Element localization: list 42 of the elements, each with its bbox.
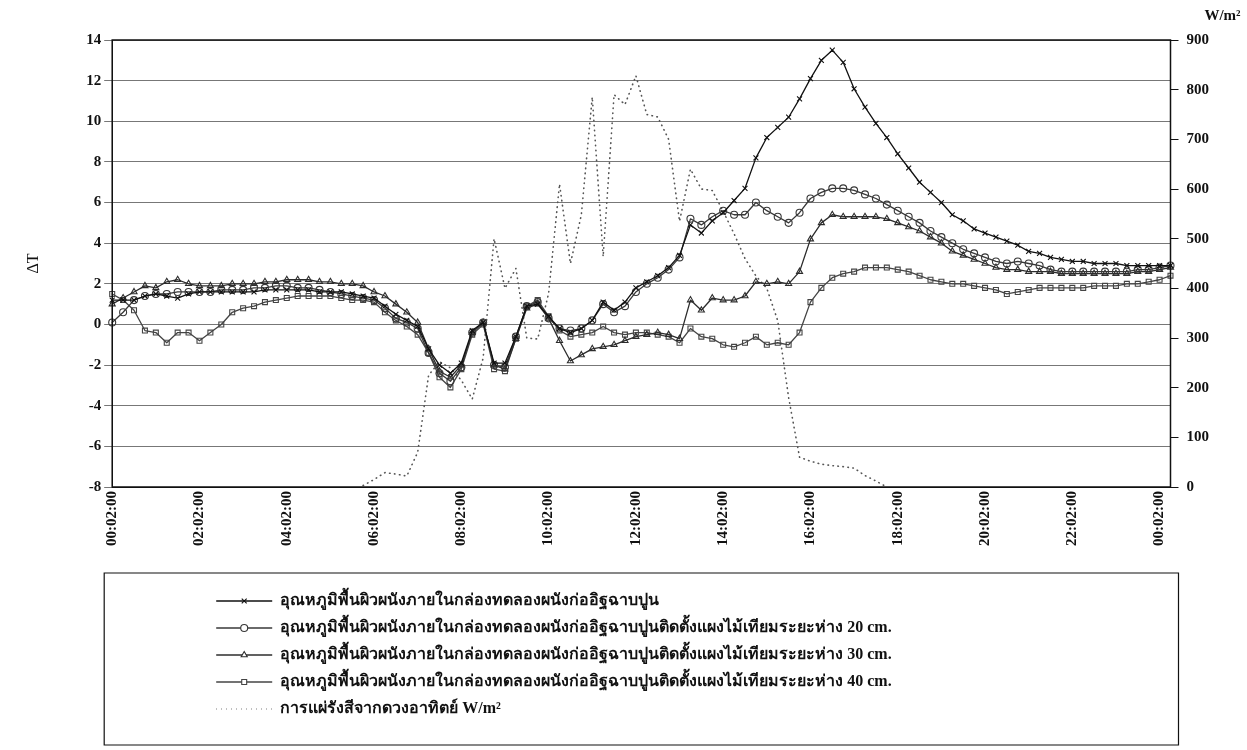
x-tick-label: 12:02:00 [626,491,643,547]
y2-tick-label: 500 [1186,229,1209,246]
legend-label: อุณหภูมิพื้นผิวผนังภายในกล่องทดลองผนังก่ออิฐฉาบปูน [280,587,660,612]
y2-axis-title: W/m² [1204,7,1242,23]
x-tick-label: 02:02:00 [190,491,207,547]
x-tick-label: 06:02:00 [364,491,381,547]
y-tick-label: 0 [93,315,102,332]
x-tick-label: 22:02:00 [1063,491,1080,547]
y-tick-label: 12 [86,71,102,88]
y2-tick-label: 300 [1186,328,1209,345]
y2-tick-label: 900 [1186,30,1209,47]
x-tick-label: 14:02:00 [714,491,731,547]
y2-tick-label: 800 [1186,80,1209,97]
y2-tick-label: 0 [1186,477,1194,494]
x-tick-label: 04:02:00 [277,491,294,547]
y-tick-label: 6 [93,193,102,210]
legend-label: อุณหภูมิพื้นผิวผนังภายในกล่องทดลองผนังก่ออิฐฉาบปูนติดตั้งแผงไม้เทียมระยะห่าง 30 cm. [280,641,892,666]
y-tick-label: 2 [93,274,102,291]
x-tick-label: 00:02:00 [1150,491,1167,547]
legend-label: อุณหภูมิพื้นผิวผนังภายในกล่องทดลองผนังก่ออิฐฉาบปูนติดตั้งแผงไม้เทียมระยะห่าง 40 cm. [280,668,892,693]
y-tick-label: 10 [86,112,102,129]
y2-tick-label: 700 [1186,130,1209,147]
y-tick-label: 14 [86,30,102,47]
y2-tick-label: 100 [1186,428,1209,445]
x-tick-label: 18:02:00 [888,491,905,547]
x-tick-label: 00:02:00 [103,491,120,547]
y-tick-label: -6 [88,437,102,454]
y-tick-label: -4 [88,396,102,413]
x-tick-label: 10:02:00 [539,491,556,547]
x-tick-label: 20:02:00 [975,491,992,547]
y-tick-label: -2 [88,355,102,372]
y-tick-label: 8 [93,152,102,169]
y-tick-label: 4 [93,234,102,251]
y-axis-title: ΔT [23,253,41,274]
x-tick-label: 08:02:00 [452,491,469,547]
y2-tick-label: 400 [1186,279,1209,296]
legend-label: อุณหภูมิพื้นผิวผนังภายในกล่องทดลองผนังก่ออิฐฉาบปูนติดตั้งแผงไม้เทียมระยะห่าง 20 cm. [280,614,892,639]
y-tick-label: -8 [88,477,102,494]
legend-label: การแผ่รังสีจากดวงอาทิตย์ W/m² [280,698,501,717]
y2-tick-label: 600 [1186,179,1209,196]
x-tick-label: 16:02:00 [801,491,818,547]
y2-tick-label: 200 [1186,378,1209,395]
